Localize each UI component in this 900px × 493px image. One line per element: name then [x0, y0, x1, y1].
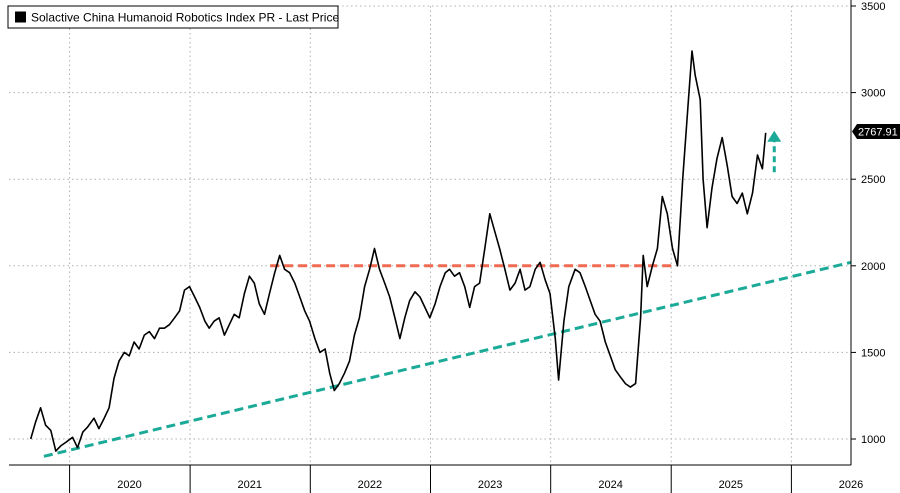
x-tick-label: 2023: [478, 479, 502, 491]
last-price-label: 2767.91: [858, 127, 898, 139]
x-tick-label: 2021: [237, 479, 261, 491]
x-tick-label: 2022: [358, 479, 382, 491]
legend-swatch: [15, 11, 26, 23]
grid-layer: [9, 5, 851, 465]
annotation-layer: [43, 130, 852, 458]
legend: Solactive China Humanoid Robotics Index …: [7, 5, 339, 29]
trend-line: [43, 260, 852, 458]
last-price-badge: [852, 124, 900, 139]
legend-box: [7, 5, 339, 29]
arrow-head: [767, 130, 782, 142]
y-tick-label: 2000: [861, 261, 885, 273]
price-series-line: [29, 50, 767, 452]
x-tick-label: 2025: [719, 479, 743, 491]
y-tick-label: 3500: [861, 1, 885, 13]
y-tick-label: 3000: [861, 88, 885, 100]
y-tick-label: 1500: [861, 347, 885, 359]
x-tick-label: 2024: [598, 479, 622, 491]
axis-layer: 1000 1500 2000 2500 3000 3500 2020 2021 2022 2023…: [9, 0, 885, 493]
x-tick-label: 2026: [839, 479, 863, 491]
x-tick-label: 2020: [117, 479, 141, 491]
y-tick-label: 1000: [861, 434, 885, 446]
last-price-tag: 2767.91: [852, 124, 900, 139]
series-layer: [29, 50, 767, 452]
y-tick-label: 2500: [861, 174, 885, 186]
legend-label: Solactive China Humanoid Robotics Index …: [31, 11, 339, 25]
